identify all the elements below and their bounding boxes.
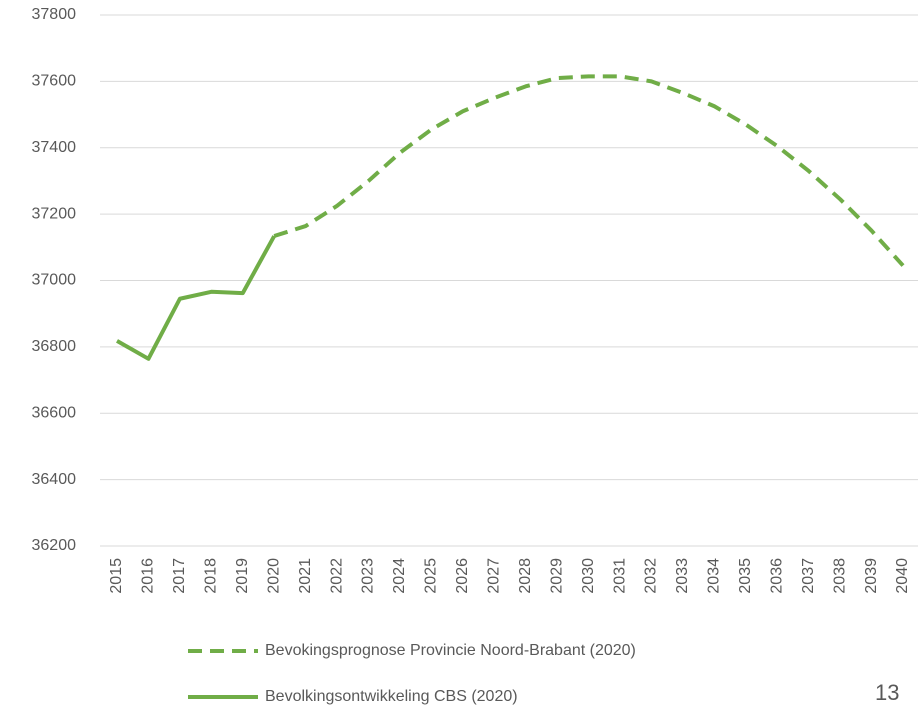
y-tick-label: 36200 bbox=[32, 537, 77, 554]
x-tick-label: 2018 bbox=[203, 558, 220, 594]
y-tick-label: 37400 bbox=[32, 139, 77, 156]
x-tick-label: 2026 bbox=[454, 558, 471, 594]
x-tick-label: 2034 bbox=[706, 558, 723, 594]
x-tick-label: 2036 bbox=[768, 558, 785, 594]
x-tick-label: 2039 bbox=[863, 558, 880, 594]
x-tick-label: 2037 bbox=[800, 558, 817, 594]
line-series bbox=[273, 74, 905, 267]
x-tick-label: 2015 bbox=[108, 558, 125, 594]
legend-label: Bevolkingsontwikkeling CBS (2020) bbox=[265, 688, 518, 705]
x-tick-label: 2025 bbox=[423, 558, 440, 594]
x-tick-label: 2022 bbox=[328, 558, 345, 594]
x-tick-label: 2016 bbox=[140, 558, 157, 594]
x-tick-label: 2017 bbox=[171, 558, 188, 594]
y-tick-label: 37600 bbox=[32, 73, 77, 90]
x-tick-label: 2019 bbox=[234, 558, 251, 594]
y-tick-label: 36800 bbox=[32, 338, 77, 355]
page-number: 13 bbox=[875, 680, 899, 705]
y-tick-label: 37800 bbox=[32, 6, 77, 23]
x-tick-label: 2021 bbox=[297, 558, 314, 594]
x-tick-label: 2020 bbox=[265, 558, 282, 594]
y-tick-label: 37200 bbox=[32, 205, 77, 222]
x-tick-label: 2023 bbox=[360, 558, 377, 594]
x-tick-label: 2030 bbox=[580, 558, 597, 594]
x-tick-label: 2031 bbox=[611, 558, 628, 594]
x-tick-label: 2024 bbox=[391, 558, 408, 594]
legend-label: Bevokingsprognose Provincie Noord-Braban… bbox=[265, 642, 636, 659]
x-tick-label: 2029 bbox=[548, 558, 565, 594]
y-tick-label: 36400 bbox=[32, 471, 77, 488]
x-tick-label: 2032 bbox=[643, 558, 660, 594]
x-tick-label: 2027 bbox=[485, 558, 502, 594]
x-tick-label: 2038 bbox=[831, 558, 848, 594]
y-tick-label: 36600 bbox=[32, 404, 77, 421]
x-tick-label: 2035 bbox=[737, 558, 754, 594]
x-tick-label: 2033 bbox=[674, 558, 691, 594]
line-series bbox=[116, 235, 276, 361]
y-tick-label: 37000 bbox=[32, 272, 77, 289]
x-tick-label: 2028 bbox=[517, 558, 534, 594]
x-tick-label: 2040 bbox=[894, 558, 911, 594]
